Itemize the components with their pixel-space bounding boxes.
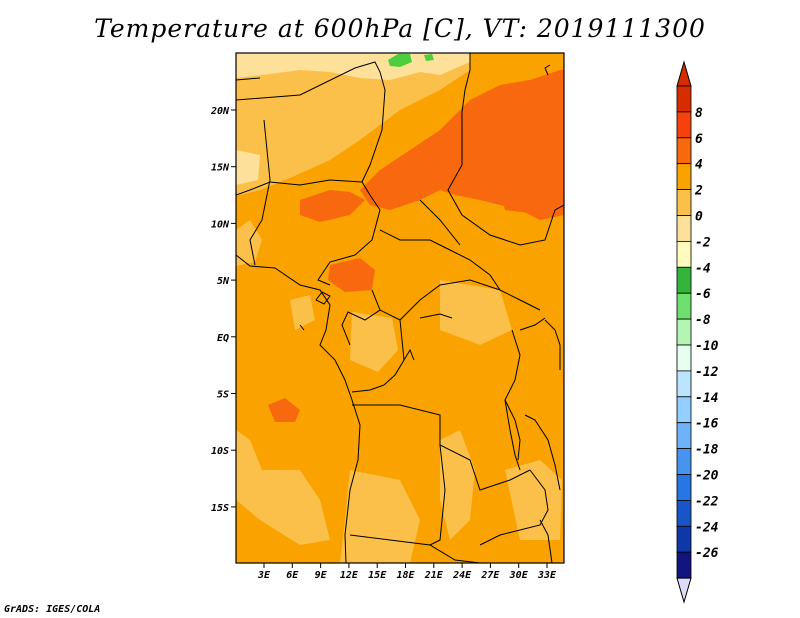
lon-label: 3E xyxy=(257,570,271,581)
colorbar-label: -26 xyxy=(695,546,719,561)
lon-label: 9E xyxy=(315,570,328,581)
lat-label: EQ xyxy=(217,333,229,344)
colorbar-swatch xyxy=(676,292,692,320)
colorbar-label: -24 xyxy=(695,520,719,535)
colorbar-label: -6 xyxy=(695,287,711,302)
lat-label: 10N xyxy=(211,219,230,230)
colorbar-swatch xyxy=(676,474,692,501)
colorbar-swatch xyxy=(676,240,692,268)
colorbar-label: -22 xyxy=(695,494,719,509)
colorbar-label: 4 xyxy=(695,158,703,173)
field-green-patch-small xyxy=(424,54,434,61)
colorbar-label: 2 xyxy=(694,184,703,199)
colorbar-label: 8 xyxy=(695,106,703,121)
colorbar-swatch xyxy=(676,370,692,398)
colorbar-swatch xyxy=(676,137,692,165)
field-lighter-zones xyxy=(236,53,562,563)
colorbar-swatch xyxy=(676,499,692,527)
colorbar-label: -2 xyxy=(695,235,711,250)
colorbar-swatch xyxy=(676,266,692,294)
colorbar-label: -12 xyxy=(695,365,719,380)
lon-label: 27E xyxy=(480,570,500,581)
lat-label: 10S xyxy=(211,446,229,457)
colorbar-label: 0 xyxy=(695,210,703,225)
colorbar-label: -18 xyxy=(695,443,719,458)
lon-label: 6E xyxy=(286,570,299,581)
grads-credit: GrADS: IGES/COLA xyxy=(4,604,101,615)
colorbar-swatch xyxy=(676,215,692,242)
colorbar-label: -10 xyxy=(695,339,719,354)
colorbar-swatch xyxy=(676,551,692,579)
colorbar-swatch xyxy=(676,525,692,553)
colorbar-label: -14 xyxy=(695,391,719,406)
colorbar: 8 6 4 2 0 -2 -4 -6 -8 -10 -12 -14 -16 -18 -20 -22 -24 -26 xyxy=(676,60,719,604)
lon-label: 33E xyxy=(537,570,557,581)
lon-label: 21E xyxy=(424,570,444,581)
colorbar-swatch xyxy=(676,163,692,190)
lon-label: 30E xyxy=(509,570,529,581)
colorbar-label: 6 xyxy=(695,132,703,147)
colorbar-bottom-arrow xyxy=(676,577,692,604)
colorbar-label: -4 xyxy=(695,261,711,276)
longitude-axis: 3E 6E 9E 12E 15E 18E 21E 24E 27E 30E 33E xyxy=(257,563,557,581)
colorbar-swatch xyxy=(676,189,692,216)
lon-label: 18E xyxy=(396,570,415,581)
lon-label: 12E xyxy=(340,570,359,581)
lon-label: 24E xyxy=(452,570,472,581)
lat-label: 5N xyxy=(217,276,230,287)
colorbar-label: -20 xyxy=(695,469,719,484)
colorbar-swatch xyxy=(676,448,692,475)
lat-label: 20N xyxy=(210,106,230,117)
colorbar-swatch xyxy=(676,111,692,139)
lon-label: 15E xyxy=(368,570,387,581)
colorbar-label: -16 xyxy=(695,417,719,432)
country-boundaries xyxy=(236,53,564,563)
field-green-patch xyxy=(388,54,412,67)
colorbar-swatch xyxy=(676,318,692,346)
colorbar-top-arrow xyxy=(676,60,692,87)
lat-label: 15N xyxy=(211,163,230,174)
colorbar-swatch xyxy=(676,422,692,450)
lat-label: 15S xyxy=(211,503,229,514)
lat-label: 5S xyxy=(217,390,229,401)
map-frame xyxy=(235,52,565,564)
latitude-axis: 20N 15N 10N 5N EQ 5S 10S 15S xyxy=(210,106,236,514)
colorbar-swatch xyxy=(676,396,692,424)
field-cool-north xyxy=(236,53,470,185)
colorbar-swatch xyxy=(676,85,692,113)
chart-title: Temperature at 600hPa [C], VT: 201911130… xyxy=(94,14,706,43)
colorbar-label: -8 xyxy=(695,313,711,328)
colorbar-swatch xyxy=(676,344,692,372)
temperature-field xyxy=(236,53,564,563)
